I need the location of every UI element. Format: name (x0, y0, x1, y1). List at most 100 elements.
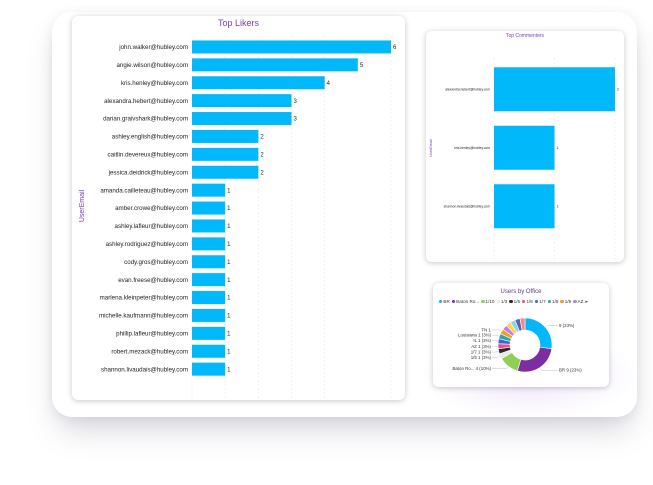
legend-swatch (451, 300, 456, 304)
slice-leader-line (492, 356, 501, 358)
data-label: 1 (227, 296, 231, 302)
data-label: 6 (393, 45, 397, 51)
bar (494, 67, 615, 112)
category-label: shannon.livaudais@hubley.com (101, 366, 188, 373)
bar (192, 129, 259, 143)
legend-item: 1/8 (547, 299, 559, 304)
data-label: 1 (227, 367, 231, 373)
category-label: jessica.deidrick@hubley.com (108, 169, 188, 176)
category-label: alexandra.hebert@hubley.com (445, 87, 490, 91)
category-label: john.walker@hubley.com (118, 44, 188, 51)
legend-item: 1/3 (496, 299, 508, 304)
data-label: 2 (260, 152, 264, 158)
legend-label: Baton Ro... (456, 299, 480, 304)
slice-leader-line (492, 351, 499, 353)
legend-swatch (522, 300, 526, 304)
category-label: ashley.rodriguez@hubley.com (106, 241, 188, 248)
bar (192, 165, 259, 179)
data-label: 1 (227, 242, 231, 248)
bar (192, 237, 226, 251)
slice-label: Louisiana 1 (3%) (458, 333, 491, 338)
slice-label: 1/7 1 (3%) (471, 350, 492, 355)
legend-label: 1/8 (552, 299, 559, 304)
category-label: robert.mezack@hubley.com (111, 348, 188, 355)
legend-item: 1/5 (509, 299, 520, 304)
data-label: 1 (227, 278, 231, 284)
legend-swatch (547, 300, 552, 304)
category-label: angie.wilson@hubley.com (116, 62, 188, 69)
category-label: phillip.lafleur@hubley.com (116, 331, 188, 338)
bar (494, 125, 555, 170)
data-label: 1 (227, 188, 231, 194)
slice-label: 9 (23%) (559, 323, 575, 328)
legend-label: AZ (577, 299, 584, 304)
slice-label: Baton Ro... 4 (10%) (452, 366, 491, 371)
category-label: ashley.lafleur@hubley.com (115, 223, 188, 230)
legend-label: 1/6 (526, 299, 533, 304)
bar (192, 40, 391, 54)
slice-label: AZ 1 (3%) (471, 344, 491, 349)
data-label: 2 (617, 88, 619, 92)
bar (192, 291, 226, 305)
legend-label: 1/10 (485, 299, 495, 304)
data-label: 1 (227, 260, 231, 266)
legend-label: 1/7 (539, 299, 546, 304)
legend-item: BR (439, 299, 450, 304)
users-by-office-card[interactable]: Users by Office BR Baton Ro... 1/10 1/3 1/5 1… (433, 283, 609, 387)
top-commenters-chart: 012alexandra.hebert@hubley.com2kris.henl… (429, 58, 619, 262)
category-label: cody.gros@hubley.com (124, 259, 188, 266)
bar (192, 112, 292, 126)
donut-slice (519, 317, 526, 331)
y-axis-title: UserEmail (429, 139, 433, 157)
slice-label: 1/5 1 (3%) (471, 355, 492, 360)
slice-leader-line (492, 366, 509, 369)
top-commenters-card[interactable]: Top Commenters 012alexandra.hebert@huble… (426, 31, 624, 262)
bar (192, 326, 226, 340)
data-label: 1 (557, 205, 559, 209)
category-label: caitlin.devereux@hubley.com (108, 152, 188, 159)
legend-item: 1/6 (522, 299, 533, 304)
legend-label: 1/3 (500, 299, 508, 304)
legend-item: 1/9 (560, 299, 571, 304)
legend-swatch (509, 300, 513, 304)
data-label: 1 (227, 206, 231, 212)
category-label: marlena.kleinpeter@hubley.com (100, 295, 188, 302)
top-likers-chart: 012346john.walker@hubley.com6angie.wilso… (79, 36, 397, 400)
data-label: 1 (557, 146, 559, 150)
users-by-office-chart: 9 (23%) BR 9 (23%) Baton Ro... 4 (10%) 1/5 … (452, 317, 582, 373)
legend-swatch (573, 300, 577, 304)
legend-item: 1/10 (481, 299, 495, 304)
bar (192, 308, 226, 322)
top-likers-card[interactable]: Top Likers 012346john.walker@hubley.com6… (72, 16, 405, 400)
data-label: 1 (227, 331, 231, 337)
bar (192, 273, 226, 287)
bar (192, 76, 325, 90)
category-label: ashley.english@hubley.com (112, 134, 188, 141)
slice-leader-line (545, 325, 558, 328)
donut-slice (517, 346, 553, 373)
data-label: 3 (294, 99, 298, 105)
legend-label: 1/9 (564, 299, 572, 304)
slice-label: TN 1 (481, 328, 491, 333)
data-label: 1 (227, 314, 231, 320)
top-commenters-title: Top Commenters (505, 33, 545, 39)
top-likers-title: Top Likers (217, 18, 260, 28)
legend-swatch (496, 300, 500, 304)
legend-swatch (481, 300, 485, 304)
category-label: amanda.cailleteau@hubley.com (100, 187, 188, 194)
category-label: alexandra.hebert@hubley.com (104, 98, 188, 105)
bar (192, 183, 226, 197)
slice-leader-line (539, 367, 558, 371)
legend-item: 1/7 (534, 299, 546, 304)
data-label: 2 (260, 135, 264, 141)
category-label: shannon.livaudais@hubley.com (444, 204, 491, 208)
data-label: 1 (227, 349, 231, 355)
bar (192, 94, 292, 108)
bar (494, 184, 555, 229)
legend-label: BR (443, 299, 450, 304)
slice-label: BR 9 (23%) (559, 368, 582, 373)
legend-next-arrow[interactable]: ▸ (585, 299, 588, 305)
category-label: evan.freese@hubley.com (118, 277, 188, 284)
legend-label: 1/5 (513, 299, 521, 304)
bar (192, 362, 226, 376)
